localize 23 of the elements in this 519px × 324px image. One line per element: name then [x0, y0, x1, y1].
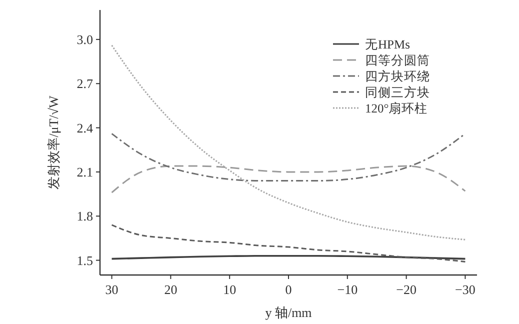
y-tick-label: 1.8	[76, 208, 93, 224]
y-axis-title: 发射效率/μT/√W	[46, 95, 61, 190]
line-series	[111, 224, 466, 262]
x-tick-label: 20	[164, 282, 178, 297]
legend-label: 120°扇环柱	[365, 100, 428, 116]
y-tick-label: 1.5	[76, 252, 93, 268]
x-tick-label: 10	[223, 282, 236, 297]
x-tick-label: −20	[396, 282, 416, 297]
legend-label: 四等分圆筒	[365, 53, 430, 68]
x-axis-title: y 轴/mm	[265, 305, 312, 320]
legend-label: 四方块环绕	[365, 68, 430, 84]
x-tick-label: −10	[337, 282, 358, 297]
x-tick-label: 0	[285, 282, 292, 297]
y-tick-label: 2.4	[76, 120, 94, 136]
legend-label: 无HPMs	[365, 37, 410, 52]
y-tick-label: 2.1	[76, 164, 93, 180]
y-tick-label: 3.0	[76, 32, 93, 47]
line-series	[111, 165, 466, 194]
y-tick-label: 2.7	[76, 76, 94, 92]
x-tick-label: 30	[105, 282, 118, 297]
line-series	[111, 132, 466, 182]
x-tick-label: −30	[455, 282, 476, 297]
legend-label: 同侧三方块	[365, 84, 430, 100]
